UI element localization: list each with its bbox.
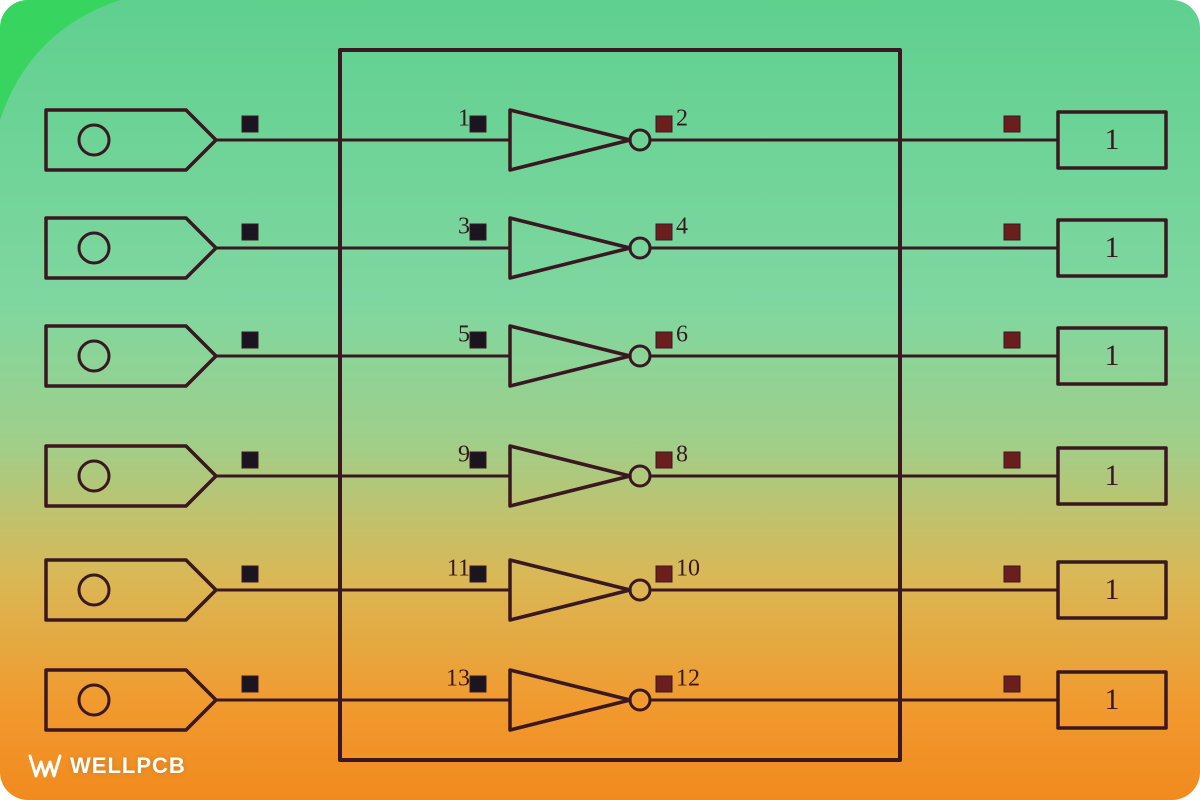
inverter-row: 11110 [46,556,1166,621]
pin-label-out: 6 [676,322,688,348]
probe-gate-in [470,332,486,348]
probe-gate-out [656,332,672,348]
input-tag [46,326,216,386]
inverter-row: 1 5 6 [46,322,1166,387]
inversion-bubble [630,346,650,366]
output-value: 1 [1105,231,1120,264]
probe-gate-in [470,566,486,582]
brand-logo-text: WELLPCB [70,753,186,779]
input-value-zero [79,461,109,491]
output-value: 1 [1105,123,1120,156]
ic-outline [340,50,900,760]
not-gate [510,446,630,506]
not-gate [510,670,630,730]
diagram-frame: 1121341561981111011312 WELLPCB [0,0,1200,800]
inversion-bubble [630,580,650,600]
pin-label-in: 9 [458,442,470,468]
pin-label-in: 13 [446,666,470,692]
probe-input-wire [242,116,258,132]
probe-gate-out [656,224,672,240]
pin-label-in: 5 [458,322,470,348]
probe-input-wire [242,676,258,692]
wellpcb-icon [28,752,62,780]
probe-input-wire [242,452,258,468]
probe-output-wire [1004,116,1020,132]
probe-input-wire [242,224,258,240]
pin-label-out: 12 [676,666,700,692]
inversion-bubble [630,690,650,710]
probe-input-wire [242,566,258,582]
input-tag [46,670,216,730]
pin-label-out: 10 [676,556,700,582]
output-value: 1 [1105,459,1120,492]
schematic-svg: 1121341561981111011312 [0,0,1200,800]
inverter-row: 1 3 4 [46,214,1166,279]
probe-gate-out [656,676,672,692]
output-value: 1 [1105,339,1120,372]
not-gate [510,326,630,386]
input-value-zero [79,341,109,371]
probe-input-wire [242,332,258,348]
pin-label-out: 2 [676,106,688,132]
probe-output-wire [1004,566,1020,582]
pin-label-in: 1 [458,106,470,132]
pin-label-in: 11 [447,556,470,582]
probe-gate-out [656,116,672,132]
probe-gate-in [470,116,486,132]
inversion-bubble [630,466,650,486]
probe-output-wire [1004,332,1020,348]
not-gate [510,110,630,170]
probe-gate-in [470,676,486,692]
inverter-row: 1 13 12 [46,666,1166,731]
not-gate [510,218,630,278]
output-value: 1 [1105,683,1120,716]
pin-label-in: 3 [458,214,470,240]
probe-output-wire [1004,676,1020,692]
not-gate [510,560,630,620]
input-tag [46,218,216,278]
output-value: 1 [1105,573,1120,606]
input-value-zero [79,125,109,155]
input-value-zero [79,575,109,605]
inversion-bubble [630,130,650,150]
input-value-zero [79,685,109,715]
input-tag [46,446,216,506]
brand-logo: WELLPCB [28,752,186,780]
input-tag [46,560,216,620]
input-value-zero [79,233,109,263]
probe-gate-in [470,224,486,240]
pin-label-out: 8 [676,442,688,468]
probe-gate-in [470,452,486,468]
input-tag [46,110,216,170]
pin-label-out: 4 [676,214,688,240]
probe-output-wire [1004,224,1020,240]
probe-gate-out [656,566,672,582]
inverter-row: 1 9 8 [46,442,1166,507]
inverter-row: 1 1 2 [46,106,1166,171]
inversion-bubble [630,238,650,258]
probe-gate-out [656,452,672,468]
probe-output-wire [1004,452,1020,468]
